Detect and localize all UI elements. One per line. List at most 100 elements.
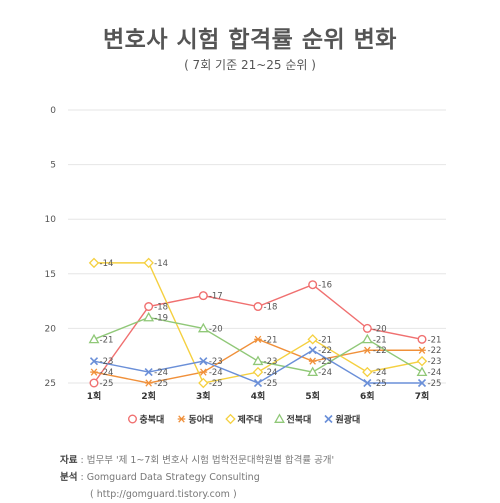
data-label-제주대: -21 [318, 335, 332, 345]
data-point-제주대 [143, 257, 154, 269]
data-point-충북대 [198, 291, 208, 301]
legend-item-전북대: 전북대 [274, 413, 312, 426]
data-point-동아대 [418, 346, 426, 354]
data-point-동아대 [199, 368, 208, 376]
data-label-충북대: -16 [318, 281, 332, 291]
data-point-충북대 [253, 302, 263, 312]
x-tick-label: 4회 [251, 390, 266, 402]
legend-item-충북대: 충북대 [127, 414, 165, 426]
x-tick-label: 3회 [196, 390, 211, 402]
data-point-전북대 [88, 333, 100, 344]
data-label-충북대: -21 [428, 335, 442, 345]
data-label-전북대: -21 [100, 335, 114, 345]
data-point-원광대 [417, 378, 427, 388]
data-label-전북대: -23 [264, 357, 278, 367]
data-label-제주대: -14 [100, 259, 114, 269]
data-point-동아대 [144, 379, 153, 387]
data-label-원광대: -23 [209, 357, 223, 367]
y-tick-label: 20 [45, 324, 57, 334]
data-label-충북대: -18 [264, 303, 278, 313]
data-point-동아대 [363, 346, 372, 354]
data-point-충북대 [144, 302, 154, 312]
legend-label: 충북대 [140, 414, 165, 426]
data-point-동아대 [308, 357, 317, 365]
data-label-원광대: -25 [428, 379, 442, 389]
data-point-제주대 [416, 355, 428, 367]
data-label-동아대: -22 [428, 346, 442, 356]
data-label-제주대: -25 [209, 379, 223, 389]
data-point-원광대 [89, 357, 99, 366]
data-point-전북대 [307, 366, 319, 377]
y-tick-label: 25 [45, 379, 56, 389]
source-line: 자료 : 법무부 '제 1~7회 변호사 시험 법학전문대학원별 합격률 공개' [60, 452, 334, 469]
legend-item-제주대: 제주대 [225, 413, 263, 426]
data-label-원광대: -25 [373, 379, 387, 389]
legend-label: 동아대 [189, 414, 214, 426]
data-label-원광대: -25 [264, 379, 278, 389]
data-label-제주대: -24 [373, 368, 387, 378]
data-label-동아대: -24 [209, 368, 223, 378]
data-point-원광대 [363, 378, 372, 388]
data-label-동아대: -23 [318, 357, 332, 367]
data-point-제주대 [307, 334, 318, 345]
legend-marker [324, 414, 333, 424]
data-point-충북대 [362, 323, 372, 333]
legend-item-원광대: 원광대 [324, 414, 361, 426]
data-point-원광대 [253, 378, 263, 388]
data-point-전북대 [416, 366, 428, 377]
data-label-동아대: -22 [373, 346, 387, 356]
data-label-제주대: -23 [428, 357, 442, 367]
data-point-원광대 [199, 357, 208, 366]
data-label-충북대: -18 [154, 303, 168, 313]
y-tick-label: 10 [45, 215, 57, 225]
data-point-전북대 [143, 311, 155, 322]
data-label-원광대: -24 [154, 368, 168, 378]
legend-marker [274, 413, 285, 423]
legend-marker [127, 414, 137, 424]
analysis-text: : Gomguard Data Strategy Consulting [77, 472, 260, 483]
source-text: : 법무부 '제 1~7회 변호사 시험 법학전문대학원별 합격률 공개' [77, 455, 335, 466]
data-label-전북대: -24 [318, 368, 332, 378]
x-tick-label: 7회 [415, 390, 430, 402]
chart-title: 변호사 시험 합격률 순위 변화 [103, 27, 397, 53]
data-label-제주대: -24 [264, 368, 278, 378]
legend-label: 전북대 [287, 414, 312, 426]
data-label-제주대: -14 [154, 259, 168, 269]
x-tick-label: 1회 [87, 390, 102, 402]
data-point-원광대 [308, 346, 317, 355]
x-tick-label: 5회 [305, 390, 320, 402]
data-label-충북대: -25 [100, 379, 114, 389]
source-label: 자료 [60, 455, 78, 466]
legend-item-동아대: 동아대 [177, 414, 214, 426]
data-label-전북대: -20 [209, 324, 223, 334]
analysis-url: ( http://gomguard.tistory.com ) [90, 489, 237, 500]
data-point-동아대 [254, 335, 262, 343]
source-note: 자료 : 법무부 '제 1~7회 변호사 시험 법학전문대학원별 합격률 공개'… [60, 452, 334, 503]
data-point-제주대 [362, 366, 373, 378]
legend-marker [225, 413, 236, 425]
legend-label: 제주대 [238, 414, 263, 426]
data-point-전북대 [361, 333, 373, 344]
data-label-원광대: -22 [318, 346, 332, 356]
data-point-제주대 [252, 366, 264, 378]
analysis-line: 분석 : Gomguard Data Strategy Consulting [60, 469, 334, 486]
data-label-동아대: -25 [154, 379, 168, 389]
data-label-충북대: -20 [373, 324, 387, 334]
data-point-충북대 [308, 280, 318, 290]
x-tick-label: 6회 [360, 390, 375, 402]
legend-label: 원광대 [336, 414, 361, 426]
data-point-충북대 [89, 378, 99, 388]
data-point-전북대 [197, 322, 209, 333]
analysis-label: 분석 [60, 472, 78, 483]
data-label-전북대: -21 [373, 335, 387, 345]
data-label-동아대: -21 [264, 335, 278, 345]
y-tick-label: 15 [45, 270, 56, 280]
x-tick-label: 2회 [141, 390, 156, 402]
data-label-원광대: -23 [100, 357, 114, 367]
data-point-충북대 [417, 334, 427, 344]
data-label-전북대: -19 [154, 313, 168, 323]
chart-subtitle: ( 7회 기준 21~25 순위 ) [184, 58, 316, 72]
y-tick-label: 0 [50, 106, 56, 116]
data-label-충북대: -17 [209, 292, 223, 302]
